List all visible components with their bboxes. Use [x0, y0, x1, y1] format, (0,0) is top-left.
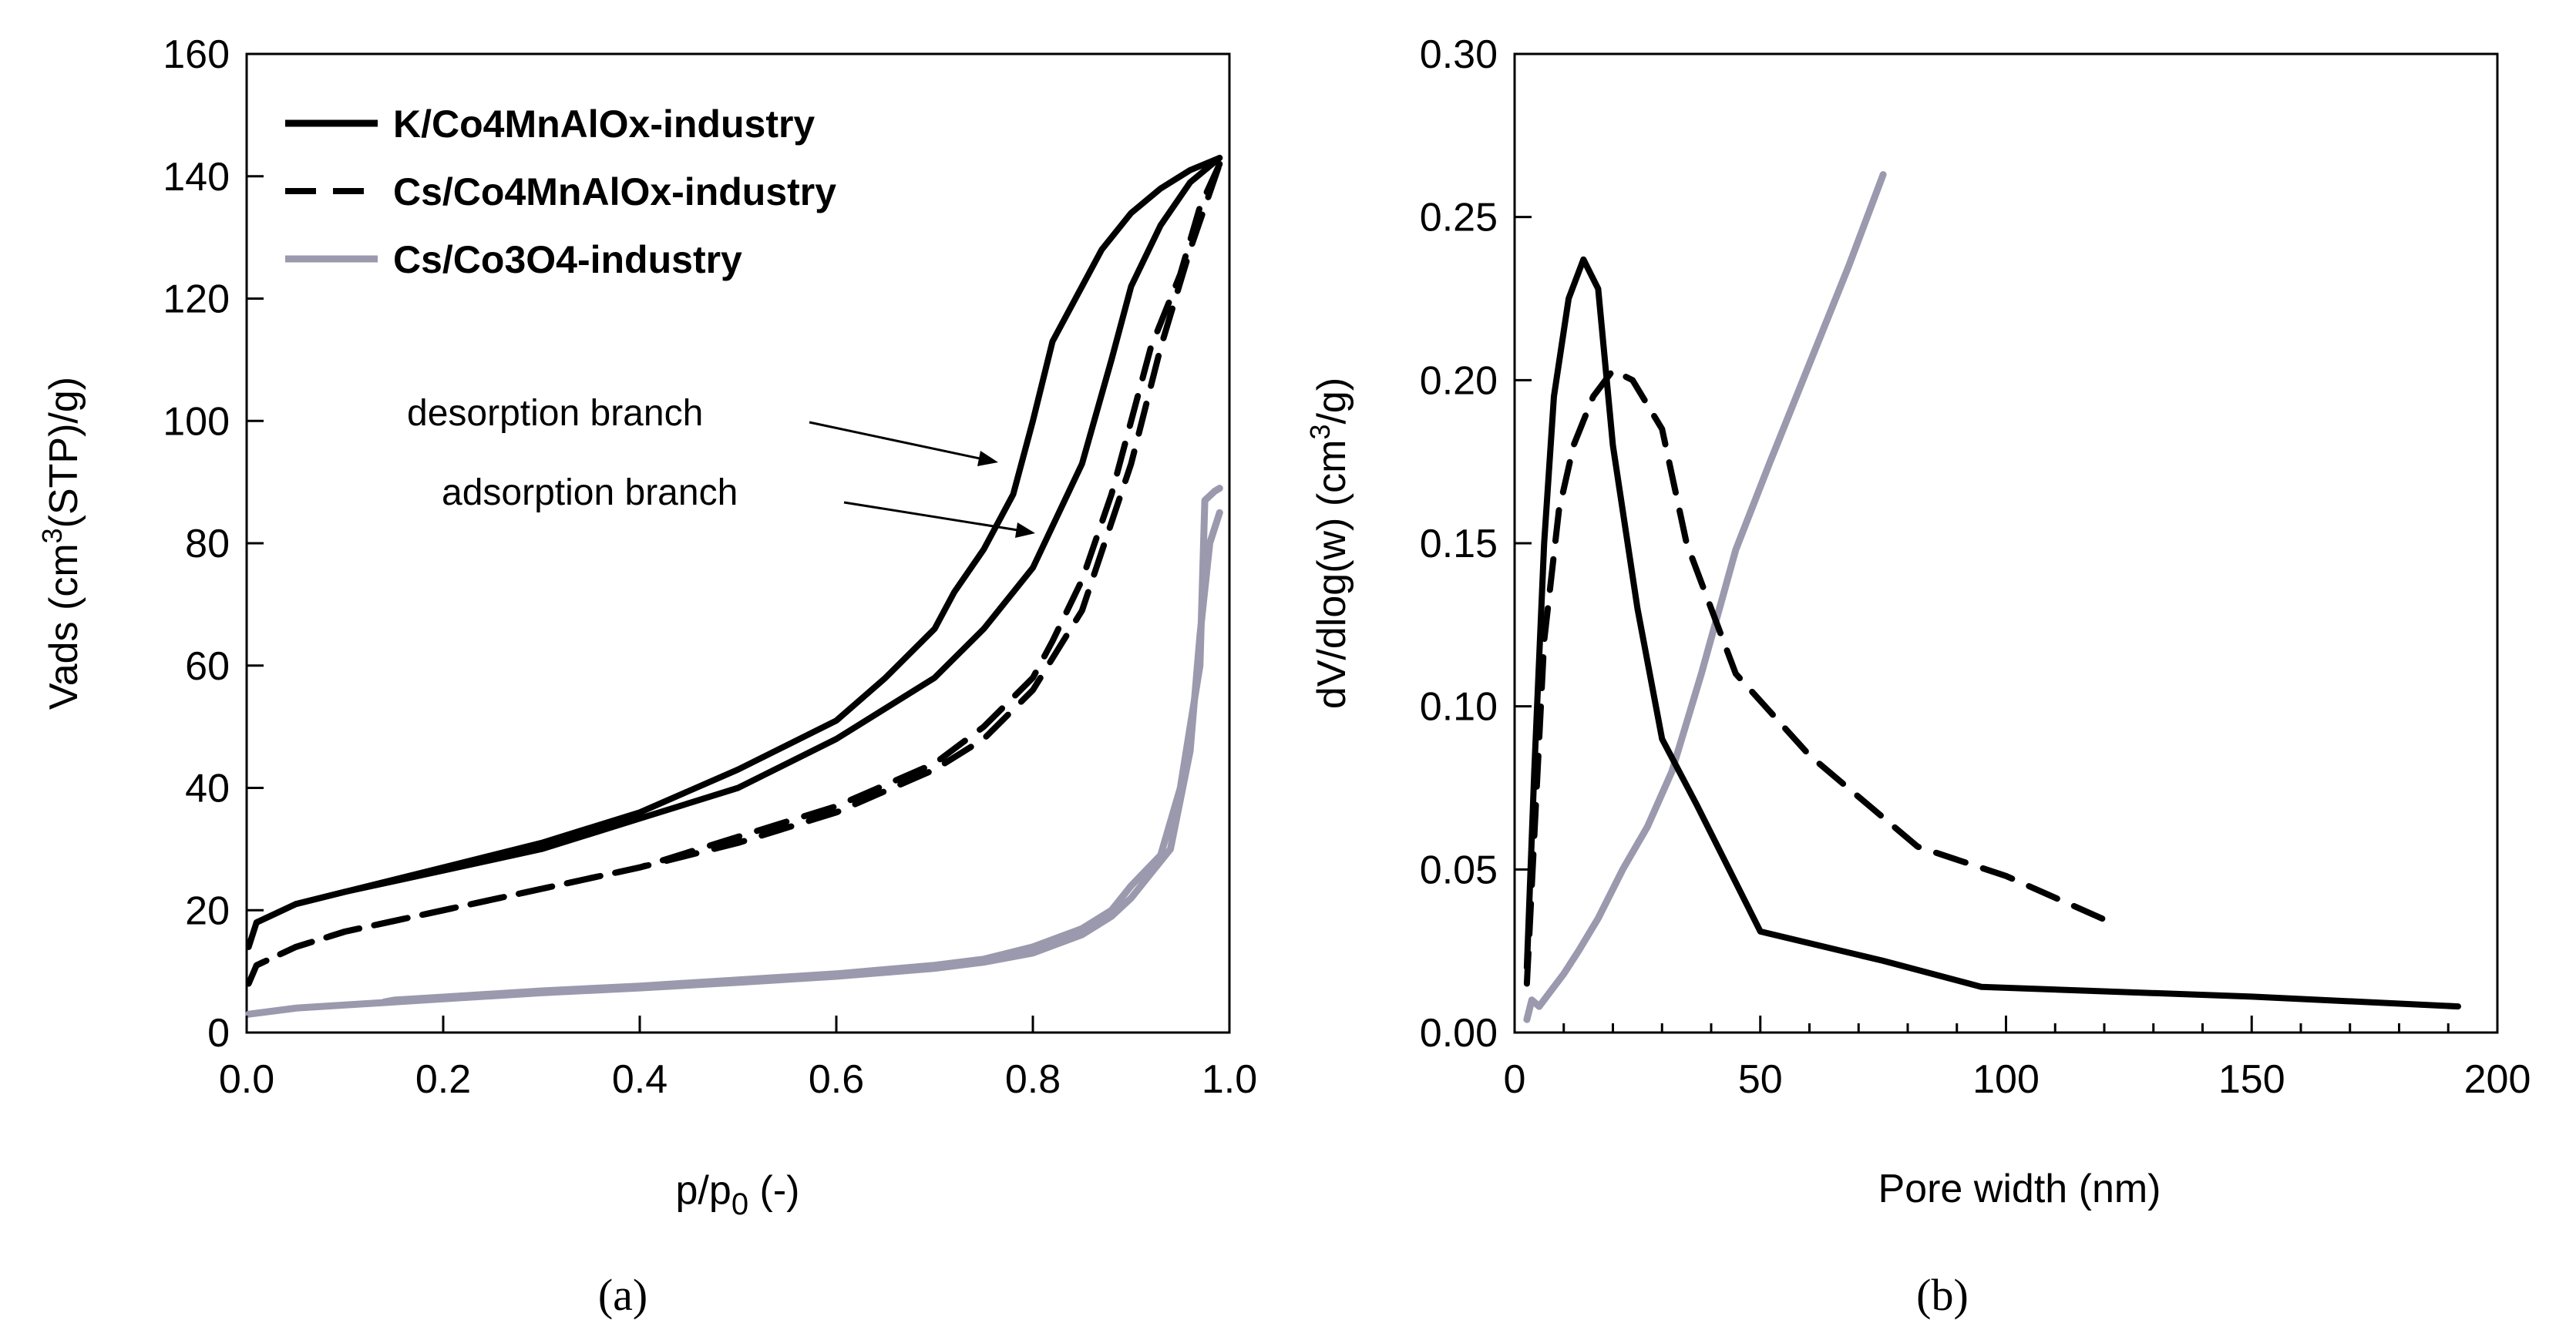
panel-b-y-tick-label: 0.10 — [1420, 685, 1498, 730]
panel-b-y-tick-label: 0.05 — [1420, 848, 1498, 892]
panel-a-x-tick-label: 0.8 — [1005, 1057, 1061, 1102]
panel-a-y-tick-label: 20 — [185, 888, 230, 933]
panel-a-series-cs-co4mnalox-industry-desorption — [253, 160, 1223, 969]
panel-b-series-cs-co3o4-industry — [1523, 171, 1887, 1023]
panel-b-series-cs-co4mnalox-industry — [1523, 367, 2113, 987]
panel-a-y-ticks: 0 20 40 60 80 100 120 140 160 — [163, 32, 264, 1056]
panel-b-x-tick-label: 200 — [2464, 1057, 2531, 1102]
panel-b-x-tick-label: 0 — [1504, 1057, 1526, 1102]
panel-b-black-layer — [1523, 256, 2461, 1010]
panel-a-series-cs-co4mnalox-industry-adsorption — [245, 160, 1223, 987]
panel-a-gray-layer — [245, 485, 1223, 1018]
panel-b-x-tick-label: 100 — [1972, 1057, 2040, 1102]
panel-b-plot-frame — [1513, 52, 2499, 1034]
annotation-desorption-branch: desorption branch — [407, 393, 703, 434]
panel-b-y-tick-label: 0.00 — [1420, 1011, 1498, 1056]
panel-a-x-axis-title: p/p0 (-) — [676, 1168, 800, 1221]
panel-b-y-ticks: 0.00 0.05 0.10 0.15 0.20 0.25 0.30 — [1420, 32, 1532, 1056]
panel-a-x-tick-label: 0.0 — [219, 1057, 274, 1102]
panel-a-series-cs-co3o4-industry-adsorption — [245, 509, 1223, 1018]
legend-label-cs-co3o4: Cs/Co3O4-industry — [393, 238, 742, 281]
panel-a-y-tick-label: 40 — [185, 767, 230, 811]
panel-b-series-k-co4mnalox-industry — [1523, 256, 2461, 1010]
panel-b-y-tick-label: 0.20 — [1420, 358, 1498, 403]
panel-a-x-tick-label: 1.0 — [1202, 1057, 1257, 1102]
panel-a-x-tick-label: 0.2 — [415, 1057, 471, 1102]
panel-b-y-tick-label: 0.15 — [1420, 522, 1498, 566]
panel-a-x-ticks: 0.0 0.2 0.4 0.6 0.8 1.0 — [219, 1016, 1257, 1102]
panel-b-x-axis-title: Pore width (nm) — [1878, 1167, 2161, 1211]
panel-b-x-tick-label: 150 — [2218, 1057, 2285, 1102]
panel-a-caption: (a) — [598, 1270, 647, 1320]
panel-b-y-tick-label: 0.30 — [1420, 32, 1498, 77]
panel-a-y-tick-label: 140 — [163, 155, 230, 200]
legend-label-k-co4mnalox: K/Co4MnAlOx-industry — [393, 102, 815, 146]
panel-a-series-k-co4mnalox-industry-desorption — [253, 154, 1223, 926]
annotation-desorption-arrow — [809, 421, 991, 462]
panel-a-x-tick-label: 0.6 — [809, 1057, 864, 1102]
panel-a-y-tick-label: 120 — [163, 277, 230, 322]
panel-b-caption: (b) — [1916, 1270, 1969, 1320]
annotation-adsorption-arrowhead — [1015, 522, 1035, 538]
panel-b-y-axis-title: dV/dlog(w) (cm3/g) — [1304, 378, 1354, 709]
legend-label-cs-co4mnalox: Cs/Co4MnAlOx-industry — [393, 170, 836, 213]
panel-b: 0.00 0.05 0.10 0.15 0.20 0.25 0.30 0 50 100 150 20… — [1304, 32, 2531, 1320]
panel-b-x-ticks: 0 50 100 150 200 — [1504, 1016, 2531, 1102]
annotation-adsorption-arrow — [843, 501, 1028, 533]
panel-a: 0 20 40 60 80 100 120 140 160 0.0 0.2 0.4 0.6 0.8 1.0… — [36, 32, 1257, 1320]
panel-a-x-tick-label: 0.4 — [612, 1057, 668, 1102]
panel-a-y-tick-label: 100 — [163, 399, 230, 444]
panel-b-gray-layer — [1523, 171, 1887, 1023]
annotation-desorption-arrowhead — [977, 451, 998, 466]
annotation-adsorption-branch: adsorption branch — [442, 472, 738, 513]
panel-a-y-tick-label: 80 — [185, 522, 230, 566]
legend: K/Co4MnAlOx-industry Cs/Co4MnAlOx-indust… — [285, 102, 836, 281]
panel-b-y-tick-label: 0.25 — [1420, 196, 1498, 240]
panel-a-black-layer — [245, 154, 1223, 987]
panel-a-series-cs-co3o4-industry-desorption — [381, 485, 1223, 1006]
panel-b-x-tick-label: 50 — [1738, 1057, 1783, 1102]
panel-a-y-axis-title: Vads (cm3(STP)/g) — [36, 377, 86, 710]
panel-a-y-tick-label: 60 — [185, 644, 230, 689]
panel-a-y-tick-label: 0 — [207, 1011, 230, 1056]
panel-a-y-tick-label: 160 — [163, 32, 230, 77]
